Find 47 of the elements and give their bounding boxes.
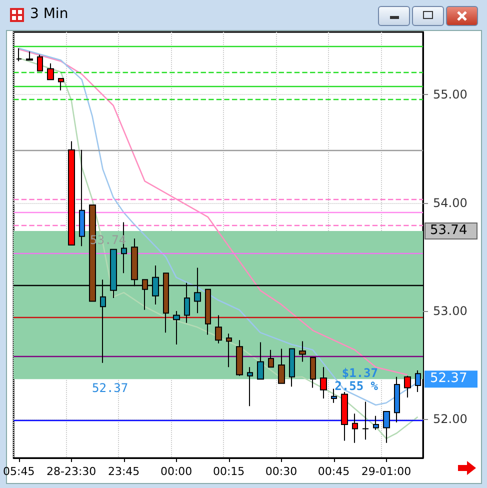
text: 53.74 xyxy=(430,222,468,238)
annotation: 2.55 % xyxy=(334,379,379,394)
candlestick xyxy=(310,356,316,388)
candlestick xyxy=(352,413,358,444)
y-tick-label: 55.00 xyxy=(433,88,468,102)
text: 52.37 xyxy=(430,371,468,386)
x-tick-label: 00:45 xyxy=(318,465,350,478)
y-tick-label: 54.00 xyxy=(433,196,468,210)
y-tick-label: 53.00 xyxy=(433,304,468,318)
candlestick xyxy=(268,349,274,368)
candlestick xyxy=(331,388,337,404)
x-tick-label: 00:15 xyxy=(212,465,245,478)
annotation: $1.37 xyxy=(342,366,378,380)
x-tick-label: 23:45 xyxy=(108,465,140,478)
candlestick xyxy=(341,392,348,442)
chart-title: 3 Min xyxy=(30,6,68,22)
candlestick xyxy=(58,78,64,91)
y-tick-label: 52.00 xyxy=(433,412,468,426)
x-tick-label: 00:30 xyxy=(265,465,298,478)
x-tick-label: 28-23:30 xyxy=(46,465,96,478)
candlestick xyxy=(26,50,33,61)
candlestick xyxy=(215,314,222,344)
x-tick-label: 05:45 xyxy=(2,465,35,478)
candlestick xyxy=(394,376,400,423)
candlestick xyxy=(299,340,306,362)
candlestick xyxy=(278,348,285,384)
candlestick xyxy=(247,366,253,407)
x-tick-label: 00:00 xyxy=(160,465,192,478)
candlestick xyxy=(226,333,232,368)
candlestick xyxy=(79,149,85,247)
candlestick xyxy=(257,342,264,380)
candlestick xyxy=(383,411,390,444)
candlestick xyxy=(373,415,379,430)
candlestick xyxy=(47,62,54,80)
annotation: 52.37 xyxy=(92,381,128,396)
candlestick xyxy=(415,370,421,393)
candlestick xyxy=(320,366,327,400)
candlestick xyxy=(205,288,211,336)
candlestick xyxy=(404,375,411,398)
candlestick xyxy=(173,310,180,345)
candlestick xyxy=(236,340,243,376)
x-tick-label: 29-01:00 xyxy=(361,465,412,478)
candlestick xyxy=(16,48,22,62)
candlestick xyxy=(68,140,75,246)
candlestick xyxy=(37,54,43,72)
candlestick xyxy=(289,348,295,388)
candlestick xyxy=(362,401,369,440)
